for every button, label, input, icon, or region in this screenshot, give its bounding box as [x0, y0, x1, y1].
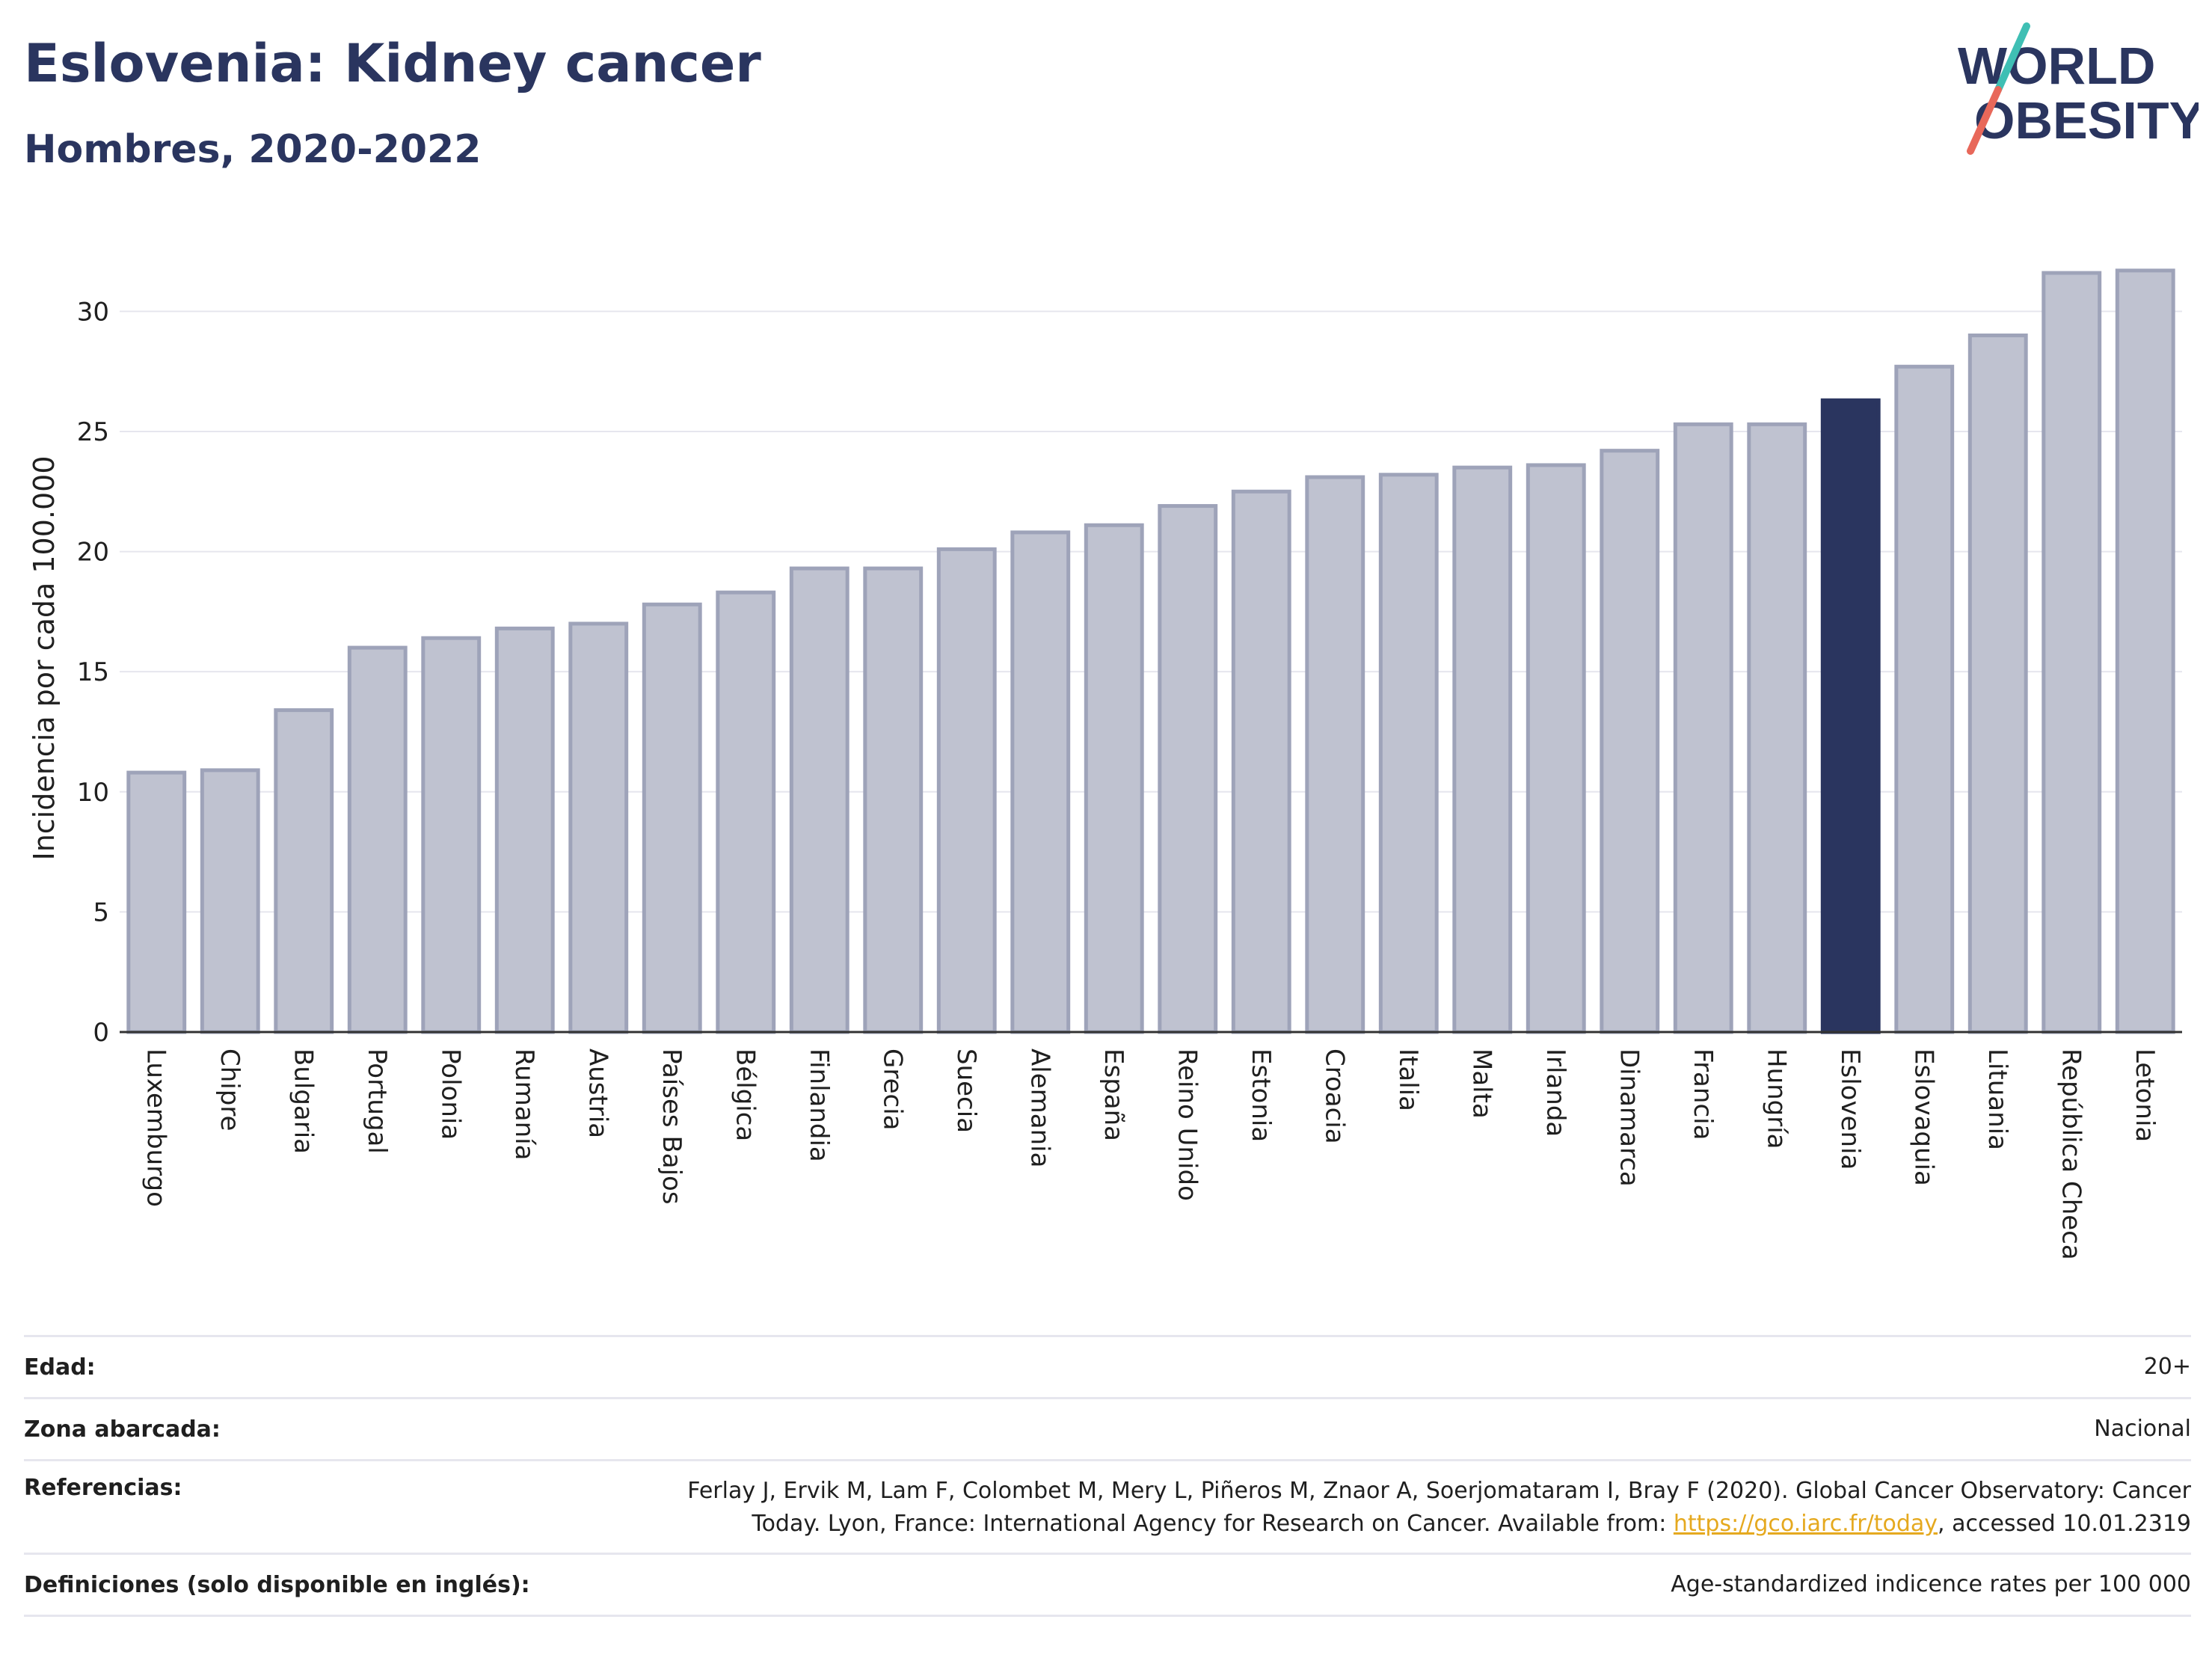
bar-letonia: [2115, 268, 2175, 1034]
references-line1: Ferlay J, Ervik M, Lam F, Colombet M, Me…: [687, 1478, 2191, 1504]
bar-reino-unido: [1158, 504, 1218, 1034]
x-tick-label: Finlandia: [804, 1048, 834, 1162]
footer-row-area: Zona abarcada: Nacional: [24, 1397, 2191, 1459]
x-tick-label: Eslovaquia: [1908, 1048, 1938, 1186]
bar-chart: 0 5 10 15 20 25 30 Luxemburgo Chipre Bulgaria Por…: [28, 268, 2182, 1260]
bar-eslovaquia: [1894, 364, 1955, 1034]
x-tick-label: Polonia: [435, 1048, 465, 1140]
footer-row-definitions: Definiciones (solo disponible en inglés)…: [24, 1553, 2191, 1617]
x-tick-label: Austria: [583, 1048, 612, 1138]
x-tick-label: Bélgica: [730, 1048, 760, 1141]
bar-países-bajos: [642, 602, 702, 1034]
x-tick-label: Reino Unido: [1172, 1048, 1202, 1201]
bar-rumanía: [494, 626, 555, 1034]
bar-dinamarca: [1600, 449, 1660, 1034]
x-tick-label: Países Bajos: [657, 1048, 686, 1205]
logo-slash-red-icon: [1967, 86, 2002, 155]
bar-francia: [1673, 422, 1733, 1034]
world-obesity-logo: WORLD OBESITY: [1958, 22, 2199, 155]
references-value: Ferlay J, Ervik M, Lam F, Colombet M, Me…: [687, 1475, 2191, 1541]
references-label: Referencias:: [24, 1475, 182, 1501]
x-tick-label: Dinamarca: [1614, 1048, 1644, 1187]
bar-lituania: [1967, 333, 2028, 1034]
x-tick-label: Alemania: [1024, 1048, 1054, 1167]
logo-slash-teal-icon: [1994, 22, 2030, 93]
bar-finlandia: [789, 566, 850, 1034]
x-tick-label: Estonia: [1246, 1048, 1276, 1142]
footer-row-references: Referencias: Ferlay J, Ervik M, Lam F, C…: [24, 1459, 2191, 1553]
bar-croacia: [1305, 475, 1365, 1034]
x-tick-label: Portugal: [362, 1048, 392, 1154]
x-tick-label: Irlanda: [1540, 1048, 1570, 1137]
y-tick-label: 0: [93, 1018, 109, 1048]
y-tick-label: 15: [77, 657, 109, 687]
x-tick-label: Bulgaria: [288, 1048, 318, 1154]
area-value: Nacional: [2094, 1416, 2191, 1442]
bar-italia: [1378, 473, 1439, 1034]
bar-irlanda: [1526, 463, 1586, 1034]
area-label: Zona abarcada:: [24, 1416, 221, 1443]
bar-polonia: [421, 636, 482, 1034]
references-line2-post: , accessed 10.01.2319: [1938, 1511, 2191, 1537]
x-tick-label: Letonia: [2130, 1048, 2160, 1142]
bar-república-checa: [2042, 271, 2102, 1034]
y-tick-label: 30: [77, 297, 109, 327]
footer-row-age: Edad: 20+: [24, 1335, 2191, 1397]
references-line2-pre: Today. Lyon, France: International Agenc…: [752, 1511, 1674, 1537]
x-tick-label: República Checa: [2056, 1048, 2086, 1260]
bar-alemania: [1010, 530, 1071, 1034]
y-tick-label: 5: [93, 897, 109, 927]
y-tick-label: 10: [77, 778, 109, 808]
x-tick-label: España: [1099, 1048, 1128, 1141]
bar-grecia: [863, 566, 924, 1034]
bar-suecia: [936, 547, 997, 1034]
x-tick-label: Grecia: [877, 1048, 907, 1130]
y-axis-label: Incidencia por cada 100.000: [28, 455, 61, 860]
bar-luxemburgo: [126, 770, 187, 1034]
chart-subtitle: Hombres, 2020-2022: [24, 127, 482, 172]
bar-hungría: [1747, 422, 1807, 1034]
x-tick-label: Lituania: [1982, 1048, 2012, 1150]
bar-chipre: [200, 768, 260, 1034]
references-link[interactable]: https://gco.iarc.fr/today: [1673, 1511, 1938, 1537]
x-tick-label: Luxemburgo: [141, 1048, 170, 1207]
bar-eslovenia: [1820, 398, 1881, 1034]
x-tick-label: Croacia: [1319, 1048, 1349, 1144]
info-footer: Edad: 20+ Zona abarcada: Nacional Refere…: [24, 1335, 2191, 1617]
x-tick-label: Eslovenia: [1835, 1048, 1865, 1170]
logo-text-world: WORLD: [1958, 37, 2155, 95]
definitions-value: Age-standardized indicence rates per 100…: [1671, 1571, 2191, 1597]
x-tick-label: Hungría: [1761, 1048, 1791, 1149]
bar-portugal: [347, 645, 408, 1034]
age-value: 20+: [2143, 1354, 2191, 1380]
age-label: Edad:: [24, 1354, 96, 1381]
x-tick-label: Francia: [1688, 1048, 1718, 1140]
bar-españa: [1084, 523, 1144, 1034]
y-tick-label: 25: [77, 417, 109, 447]
x-axis-ticks: Luxemburgo Chipre Bulgaria Portugal Polonia R…: [141, 1048, 2160, 1260]
x-tick-label: Rumanía: [509, 1048, 539, 1160]
logo-text-obesity: OBESITY: [1974, 91, 2199, 150]
bar-bélgica: [716, 590, 776, 1034]
bar-bulgaria: [274, 708, 334, 1034]
x-tick-label: Chipre: [215, 1048, 245, 1131]
bar-malta: [1452, 465, 1513, 1034]
bar-austria: [568, 621, 629, 1034]
x-tick-label: Italia: [1393, 1048, 1423, 1111]
x-tick-label: Suecia: [951, 1048, 981, 1133]
definitions-label: Definiciones (solo disponible en inglés)…: [24, 1571, 530, 1598]
y-tick-label: 20: [77, 538, 109, 568]
bar-estonia: [1231, 489, 1291, 1034]
x-tick-label: Malta: [1466, 1048, 1496, 1119]
y-axis-ticks: 0 5 10 15 20 25 30: [77, 297, 109, 1048]
bars: [126, 268, 2175, 1034]
chart-title: Eslovenia: Kidney cancer: [24, 33, 761, 94]
